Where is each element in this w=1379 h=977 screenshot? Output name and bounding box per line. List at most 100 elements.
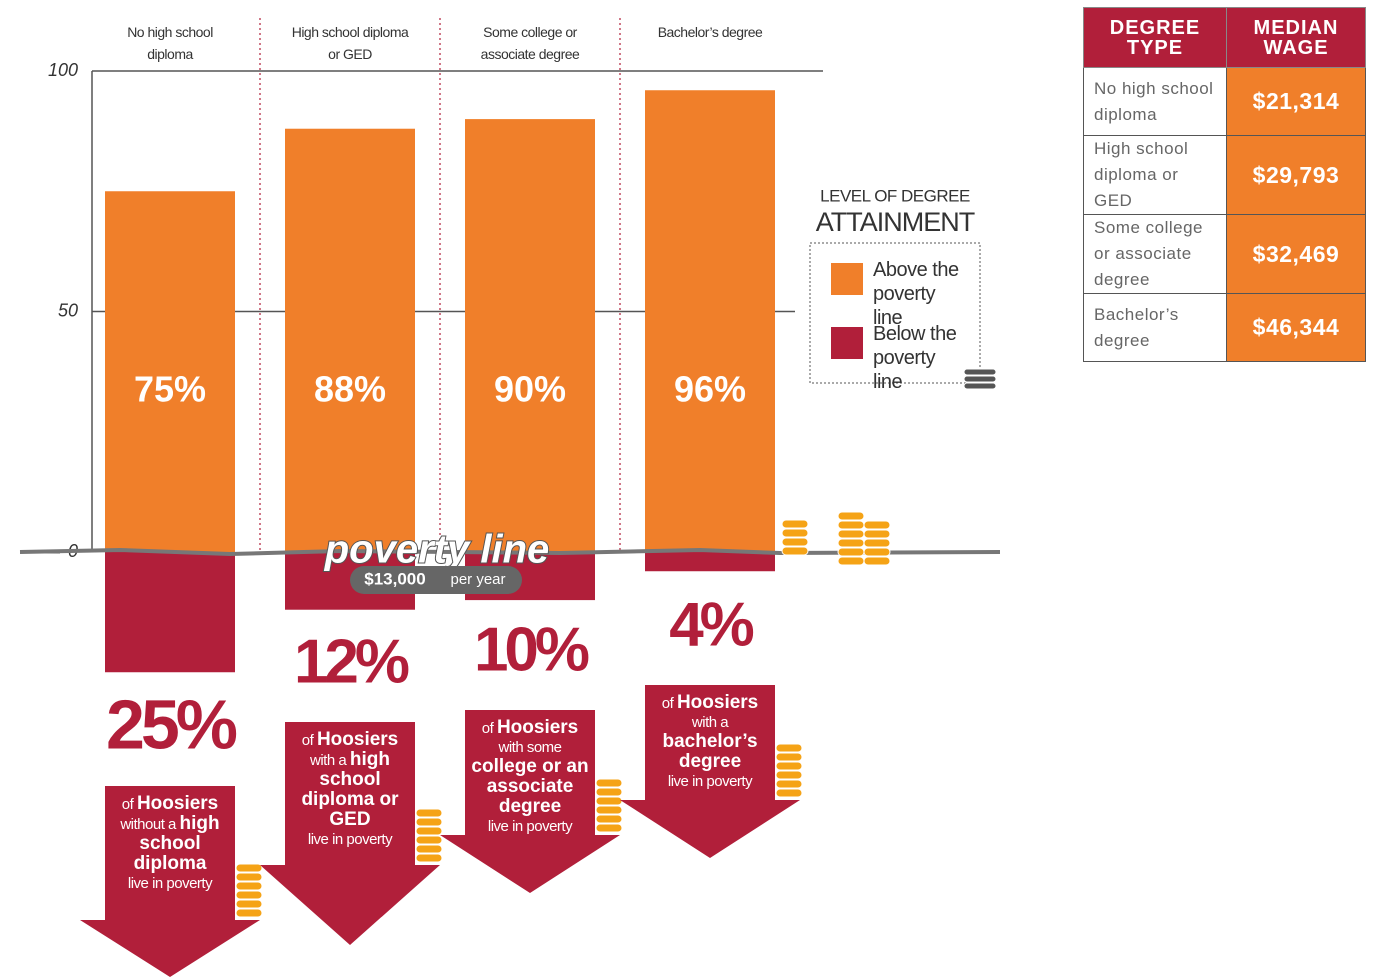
coin-icon — [415, 826, 443, 836]
callout-segment: Hoosiers — [136, 793, 219, 814]
table-header: DEGREE TYPE MEDIAN WAGE — [1083, 7, 1366, 68]
legend-swatch — [831, 327, 863, 359]
callout-segment: of — [661, 695, 674, 712]
coin-icon — [863, 529, 891, 539]
callout-segment: high school diploma — [133, 813, 220, 874]
callout-segment: college or an associate degree — [471, 756, 589, 817]
coin-icon — [963, 375, 997, 383]
callout-text: of Hoosiers with a bachelor’s degree liv… — [645, 693, 775, 791]
degree-cell: No high school diploma — [1083, 67, 1227, 136]
callout-text: of Hoosiers with some college or an asso… — [465, 718, 595, 836]
coin-icon — [775, 761, 803, 771]
header-cell: MEDIAN WAGE — [1226, 7, 1366, 68]
coin-icon — [775, 788, 803, 798]
coin-icon — [595, 814, 623, 824]
poverty-line — [19, 547, 1001, 557]
bar-above — [105, 191, 235, 552]
callout-segment: live in poverty — [487, 818, 573, 835]
callout-segment: Hoosiers — [676, 692, 759, 713]
legend-label: Below the poverty line — [873, 323, 957, 393]
legend-swatch — [831, 263, 863, 295]
degree-cell: Some college or associate degree — [1083, 214, 1227, 294]
callout-segment: with a — [310, 752, 347, 769]
callout-arrow — [440, 710, 620, 893]
coin-icon — [235, 899, 263, 909]
table-row: Bachelor’s degree $46,344 — [1083, 293, 1366, 362]
coin-icon — [863, 520, 891, 530]
coin-icon — [415, 808, 443, 818]
coin-icon — [595, 787, 623, 797]
value-label: 88% — [314, 369, 386, 410]
coin-icon — [595, 823, 623, 833]
table-row: No high school diploma $21,314 — [1083, 67, 1366, 136]
coin-icon — [863, 547, 891, 557]
category-label: High school diploma or GED — [291, 24, 409, 62]
callout-segment: without a — [120, 816, 176, 833]
category-label: Bachelor’s degree — [657, 24, 763, 40]
callout-text: of Hoosiers with a high school diploma o… — [285, 730, 415, 849]
poverty-label: 10% — [474, 615, 589, 684]
callout-segment: high school diploma or GED — [301, 749, 399, 830]
coin-icon — [963, 368, 997, 376]
coin-icon — [235, 890, 263, 900]
coin-icon — [775, 752, 803, 762]
category-label: Some college or associate degree — [480, 24, 580, 62]
bar-above — [285, 128, 415, 552]
callout-segment: live in poverty — [127, 875, 213, 892]
legend-box — [809, 242, 981, 384]
bar-below — [105, 552, 235, 673]
category-label: No high school diploma — [127, 24, 213, 62]
coin-icon — [775, 779, 803, 789]
coin-icon — [235, 863, 263, 873]
coin-icon — [235, 908, 263, 918]
table-row: Some college or associate degree $32,469 — [1083, 214, 1366, 294]
poverty-line-label: poverty line — [324, 528, 550, 572]
bar-above — [465, 119, 595, 552]
legend-title: ATTAINMENT — [816, 207, 975, 237]
coin-icon — [775, 770, 803, 780]
bar-below — [645, 552, 775, 572]
callout-segment: Hoosiers — [316, 729, 399, 750]
value-label: 90% — [494, 369, 566, 410]
wage-cell: $46,344 — [1226, 293, 1366, 362]
coin-icon — [781, 537, 809, 547]
wage-cell: $29,793 — [1226, 135, 1366, 215]
coin-icon — [863, 556, 891, 566]
callout-text: of Hoosiers without a high school diplom… — [105, 794, 235, 893]
coin-icon — [595, 778, 623, 788]
value-label: 96% — [674, 369, 746, 410]
poverty-label: 12% — [294, 627, 409, 696]
coin-icon — [781, 519, 809, 529]
degree-cell: Bachelor’s degree — [1083, 293, 1227, 362]
value-label: 75% — [134, 369, 206, 410]
wage-table: DEGREE TYPE MEDIAN WAGE No high school d… — [1083, 7, 1366, 362]
coin-icon — [415, 817, 443, 827]
coin-icon — [235, 881, 263, 891]
degree-cell: High school diploma or GED — [1083, 135, 1227, 215]
callout-segment: live in poverty — [307, 831, 393, 848]
coin-icon — [863, 538, 891, 548]
y-tick-label: 100 — [48, 60, 78, 80]
coin-icon — [837, 538, 865, 548]
coin-icon — [595, 796, 623, 806]
callout-segment: bachelor’s degree — [662, 731, 758, 772]
callout-arrow — [260, 722, 440, 945]
callout-arrow — [620, 685, 800, 858]
poverty-label: 25% — [106, 685, 237, 763]
coin-icon — [415, 853, 443, 863]
coin-icon — [837, 511, 865, 521]
coin-icon — [235, 872, 263, 882]
callout-segment: of — [301, 732, 314, 749]
poverty-period: per year — [450, 571, 505, 588]
callout-segment: with some — [498, 739, 562, 756]
coin-icon — [781, 546, 809, 556]
coin-icon — [963, 382, 997, 390]
coin-icon — [837, 556, 865, 566]
callout-segment: Hoosiers — [496, 717, 579, 738]
coin-icon — [415, 835, 443, 845]
coin-icon — [837, 547, 865, 557]
bar-above — [645, 90, 775, 553]
callout-arrow — [80, 786, 260, 977]
